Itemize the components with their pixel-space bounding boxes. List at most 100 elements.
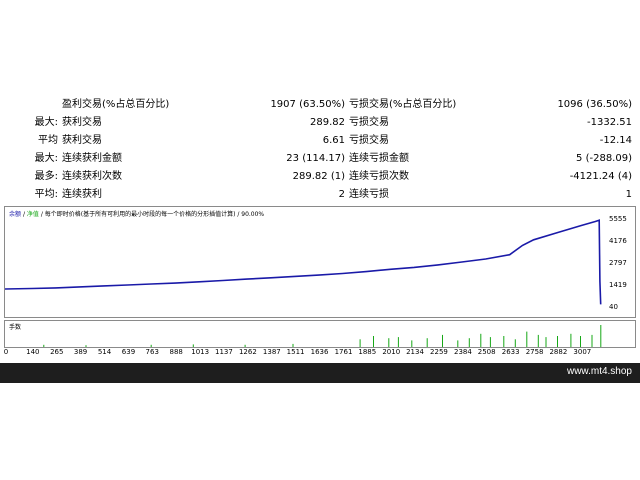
loss-value: -1332.51 bbox=[587, 117, 632, 128]
x-tick-label: 2010 bbox=[382, 348, 401, 356]
volume-bar bbox=[192, 344, 194, 347]
x-tick-label: 888 bbox=[169, 348, 183, 356]
volume-bar bbox=[570, 333, 572, 347]
x-tick-label: 389 bbox=[73, 348, 88, 356]
volume-bar bbox=[557, 336, 558, 347]
x-tick-label: 265 bbox=[50, 348, 64, 356]
volume-bar bbox=[442, 334, 443, 347]
volume-bar bbox=[150, 344, 152, 347]
volume-bar bbox=[526, 331, 528, 347]
volume-bar bbox=[514, 339, 516, 347]
volume-bar bbox=[468, 338, 470, 347]
x-tick-label: 639 bbox=[121, 348, 136, 356]
x-tick-label: 1013 bbox=[191, 348, 210, 356]
x-tick-label: 1761 bbox=[334, 348, 353, 356]
volume-bar bbox=[591, 334, 593, 347]
y-tick-label: 40 bbox=[609, 303, 618, 311]
x-tick-label: 2384 bbox=[454, 348, 472, 356]
loss-value: 5 (-288.09) bbox=[576, 153, 632, 164]
report-chart-panel: 余额 / 净值 / 每个即时价格(基于所有可利用的最小时段的每一个价格的分形插值… bbox=[4, 206, 636, 358]
y-tick-label: 4176 bbox=[609, 237, 627, 245]
x-tick-label: 1511 bbox=[286, 348, 305, 356]
x-tick-label: 0 bbox=[3, 348, 9, 356]
volume-bar bbox=[397, 337, 399, 347]
win-value: 289.82 bbox=[310, 117, 345, 128]
loss-label: 亏损交易 bbox=[349, 135, 389, 146]
stat-row: 盈利交易(%占总百分比) 1907 (63.50%) 亏损交易(%占总百分比) 109… bbox=[0, 96, 640, 114]
footer-bar: www.mt4.shop bbox=[0, 363, 640, 383]
loss-label: 连续亏损次数 bbox=[349, 171, 409, 182]
loss-value: -4121.24 (4) bbox=[569, 171, 632, 182]
volume-plot bbox=[43, 325, 602, 347]
row-prefix: 平均 bbox=[38, 135, 58, 146]
win-label: 获利交易 bbox=[62, 117, 102, 128]
chart-legend: 余额 / 净值 / 每个即时价格(基于所有可利用的最小时段的每一个价格的分形插值… bbox=[9, 209, 264, 218]
volume-bar bbox=[244, 344, 246, 347]
legend-separator: / bbox=[22, 211, 27, 218]
row-prefix: 最多: bbox=[34, 171, 58, 182]
stat-row: 平均 获利交易 6.61 亏损交易 -12.14 bbox=[0, 132, 640, 150]
win-label: 获利交易 bbox=[62, 135, 102, 146]
x-tick-label: 1137 bbox=[215, 348, 233, 356]
x-tick-label: 2882 bbox=[549, 348, 568, 356]
x-tick-label: 763 bbox=[145, 348, 159, 356]
win-label: 连续获利 bbox=[62, 189, 102, 200]
x-tick-label: 1262 bbox=[238, 348, 257, 356]
volume-bar bbox=[411, 340, 413, 347]
row-prefix: 最大: bbox=[34, 153, 58, 164]
volume-bar bbox=[388, 338, 390, 347]
loss-value: -12.14 bbox=[599, 135, 632, 146]
volume-bar bbox=[457, 340, 459, 347]
volume-bar bbox=[503, 336, 505, 347]
volume-bar bbox=[43, 344, 45, 347]
y-axis-labels: 5555 4176 2797 1419 40 bbox=[606, 207, 637, 319]
x-tick-label: 140 bbox=[26, 348, 40, 356]
win-value: 2 bbox=[338, 189, 345, 200]
x-tick-label: 1885 bbox=[358, 348, 377, 356]
x-tick-label: 3007 bbox=[573, 348, 592, 356]
x-tick-label: 1387 bbox=[262, 348, 281, 356]
loss-label: 亏损交易(%占总百分比) bbox=[349, 99, 457, 110]
win-value: 1907 (63.50%) bbox=[270, 99, 345, 110]
loss-value: 1096 (36.50%) bbox=[557, 99, 632, 110]
volume-chart: 手数 bbox=[4, 320, 636, 348]
x-tick-label: 2758 bbox=[525, 348, 544, 356]
loss-label: 连续亏损 bbox=[349, 189, 389, 200]
volume-bar bbox=[373, 336, 374, 347]
volume-bar bbox=[292, 343, 294, 347]
balance-chart: 余额 / 净值 / 每个即时价格(基于所有可利用的最小时段的每一个价格的分形插值… bbox=[4, 206, 636, 318]
stat-row: 最大: 连续获利金额 23 (114.17) 连续亏损金额 5 (-288.09) bbox=[0, 150, 640, 168]
x-tick-label: 2134 bbox=[406, 348, 424, 356]
x-tick-label: 2508 bbox=[477, 348, 496, 356]
x-tick-label: 514 bbox=[97, 348, 112, 356]
loss-label: 连续亏损金额 bbox=[349, 153, 409, 164]
row-prefix: 平均: bbox=[34, 189, 58, 200]
volume-bar bbox=[580, 336, 581, 347]
statistics-table: 盈利交易(%占总百分比) 1907 (63.50%) 亏损交易(%占总百分比) 109… bbox=[0, 96, 640, 204]
stat-row: 平均: 连续获利 2 连续亏损 1 bbox=[0, 186, 640, 204]
volume-bar bbox=[545, 337, 547, 347]
balance-line-plot bbox=[5, 219, 602, 305]
stat-row: 最大: 获利交易 289.82 亏损交易 -1332.51 bbox=[0, 114, 640, 132]
volume-bar bbox=[480, 333, 482, 347]
volume-bar bbox=[426, 338, 428, 347]
loss-value: 1 bbox=[625, 189, 632, 200]
win-value: 23 (114.17) bbox=[286, 153, 345, 164]
x-tick-label: 2633 bbox=[501, 348, 520, 356]
volume-bar bbox=[489, 337, 491, 347]
loss-label: 亏损交易 bbox=[349, 117, 389, 128]
volume-label: 手数 bbox=[9, 324, 22, 331]
y-tick-label: 2797 bbox=[609, 259, 627, 267]
x-axis-labels: 0 140 265 389 514 639 763 888 1013 1137 1262 1387 15… bbox=[4, 348, 636, 358]
win-value: 6.61 bbox=[322, 135, 345, 146]
stat-row: 最多: 连续获利次数 289.82 (1) 连续亏损次数 -4121.24 (4) bbox=[0, 168, 640, 186]
win-value: 289.82 (1) bbox=[292, 171, 345, 182]
win-label: 盈利交易(%占总百分比) bbox=[62, 99, 170, 110]
y-tick-label: 1419 bbox=[609, 281, 627, 289]
legend-equity: 净值 bbox=[26, 211, 39, 218]
volume-bar bbox=[359, 339, 361, 347]
row-prefix: 最大: bbox=[34, 117, 58, 128]
site-watermark[interactable]: www.mt4.shop bbox=[566, 366, 632, 377]
y-tick-label: 5555 bbox=[609, 215, 627, 223]
x-tick-label: 1636 bbox=[310, 348, 329, 356]
